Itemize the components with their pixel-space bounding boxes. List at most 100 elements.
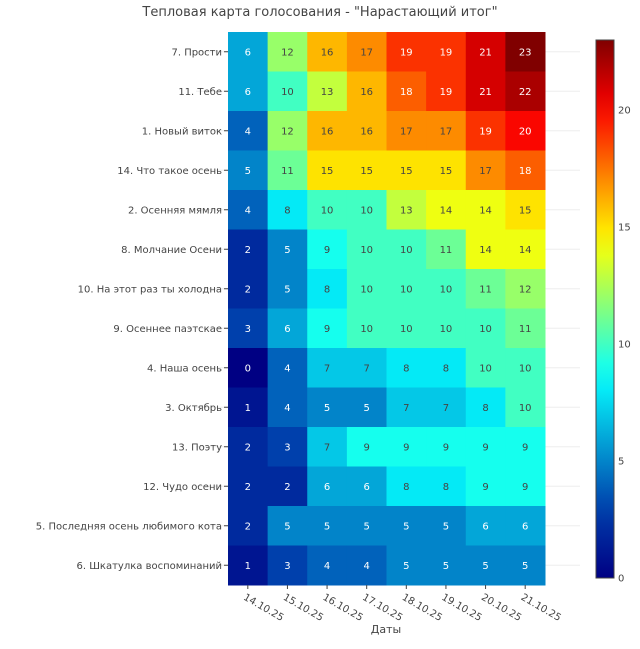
cell-value-label: 21 [479, 87, 492, 98]
heatmap-cell [505, 150, 546, 191]
cell-value-label: 9 [324, 324, 330, 335]
cell-value-label: 5 [245, 166, 251, 177]
cell-value-label: 6 [482, 521, 488, 532]
cell-value-label: 13 [321, 87, 334, 98]
heatmap-cell [228, 308, 269, 349]
heatmap-cell [267, 308, 308, 349]
heatmap-cell [465, 190, 506, 230]
heatmap-cell [386, 71, 427, 112]
cell-value-label: 10 [360, 324, 373, 335]
x-tick-label: 20.10.25 [479, 592, 523, 624]
cell-value-label: 19 [440, 47, 453, 58]
heatmap-cell [505, 190, 546, 230]
cell-value-label: 0 [245, 363, 251, 374]
heatmap-cell [426, 387, 467, 428]
cell-value-label: 8 [403, 363, 409, 374]
y-tick-label: 10. На этот раз ты холодна [78, 284, 222, 295]
heatmap-cell [386, 111, 427, 151]
heatmap-cell [505, 466, 546, 507]
heatmap-cell [386, 466, 427, 507]
heatmap-cell [346, 387, 387, 428]
cell-value-label: 10 [479, 363, 492, 374]
heatmap-cell [307, 32, 348, 72]
cell-value-label: 6 [245, 87, 251, 98]
heatmap-cell [346, 506, 387, 546]
cell-value-label: 22 [519, 87, 532, 98]
cell-value-label: 10 [400, 284, 413, 295]
cell-value-label: 19 [479, 126, 492, 137]
heatmap-cell [426, 269, 467, 309]
heatmap-cell [386, 387, 427, 428]
y-tick-label: 7. Прости [171, 47, 222, 58]
cell-value-label: 4 [245, 126, 251, 137]
y-tick-label: 2. Осенняя мямля [128, 205, 222, 216]
heatmap-cell [386, 32, 427, 72]
heatmap-cell [346, 71, 387, 112]
cell-value-label: 11 [440, 245, 453, 256]
heatmap-cell [465, 466, 506, 507]
heatmap-cell [505, 348, 546, 388]
heatmap-cell [228, 545, 269, 586]
heatmap-cell [465, 427, 506, 467]
cell-value-label: 20 [519, 126, 532, 137]
heatmap-cell [505, 269, 546, 309]
heatmap-cell [386, 229, 427, 270]
cell-value-label: 2 [245, 521, 251, 532]
colorbar-tick-label: 20 [618, 106, 631, 117]
cell-value-label: 2 [245, 245, 251, 256]
heatmap-cell [307, 269, 348, 309]
cell-value-label: 12 [519, 284, 532, 295]
x-axis-label: Даты [371, 623, 401, 636]
heatmap-cell [386, 545, 427, 586]
heatmap-cell [346, 150, 387, 191]
x-tick-label: 19.10.25 [439, 592, 483, 624]
colorbar-tick-label: 15 [618, 223, 631, 234]
heatmap-cell [386, 190, 427, 230]
heatmap-cell [346, 190, 387, 230]
colorbar-tick-label: 5 [618, 457, 624, 468]
cell-value-label: 10 [360, 284, 373, 295]
heatmap-cell [307, 150, 348, 191]
cell-value-label: 9 [522, 482, 528, 493]
cell-value-label: 17 [479, 166, 492, 177]
heatmap-cell [346, 466, 387, 507]
heatmap-cell [307, 71, 348, 112]
cell-value-label: 10 [519, 403, 532, 414]
cell-value-label: 16 [321, 126, 334, 137]
heatmap-cell [267, 32, 308, 72]
cell-value-label: 10 [360, 205, 373, 216]
cell-value-label: 21 [479, 47, 492, 58]
heatmap-cell [386, 308, 427, 349]
cell-value-label: 16 [321, 47, 334, 58]
heatmap-cell [228, 71, 269, 112]
cell-value-label: 10 [400, 245, 413, 256]
heatmap-cell [228, 348, 269, 388]
cell-value-label: 14 [519, 245, 532, 256]
heatmap-cell [505, 71, 546, 112]
heatmap-cell [505, 308, 546, 349]
cell-value-label: 10 [440, 324, 453, 335]
cell-value-label: 10 [281, 87, 294, 98]
cell-value-label: 11 [479, 284, 492, 295]
cell-value-label: 4 [245, 205, 251, 216]
cell-value-label: 1 [245, 561, 251, 572]
cell-value-label: 3 [245, 324, 251, 335]
heatmap-cell [307, 229, 348, 270]
y-tick-label: 6. Шкатулка воспоминаний [77, 561, 222, 572]
heatmap-cell [505, 387, 546, 428]
cell-value-label: 6 [324, 482, 330, 493]
heatmap-cell [426, 466, 467, 507]
cell-value-label: 2 [245, 482, 251, 493]
heatmap-cell [267, 229, 308, 270]
cell-value-label: 8 [443, 363, 449, 374]
cell-value-label: 11 [281, 166, 294, 177]
cell-value-label: 17 [400, 126, 413, 137]
cell-value-label: 12 [281, 126, 294, 137]
cell-value-label: 8 [443, 482, 449, 493]
cell-value-label: 7 [403, 403, 409, 414]
heatmap-cell [267, 506, 308, 546]
cell-value-label: 3 [284, 561, 290, 572]
cell-value-label: 2 [245, 284, 251, 295]
heatmap-cell [465, 387, 506, 428]
cell-value-label: 23 [519, 47, 532, 58]
